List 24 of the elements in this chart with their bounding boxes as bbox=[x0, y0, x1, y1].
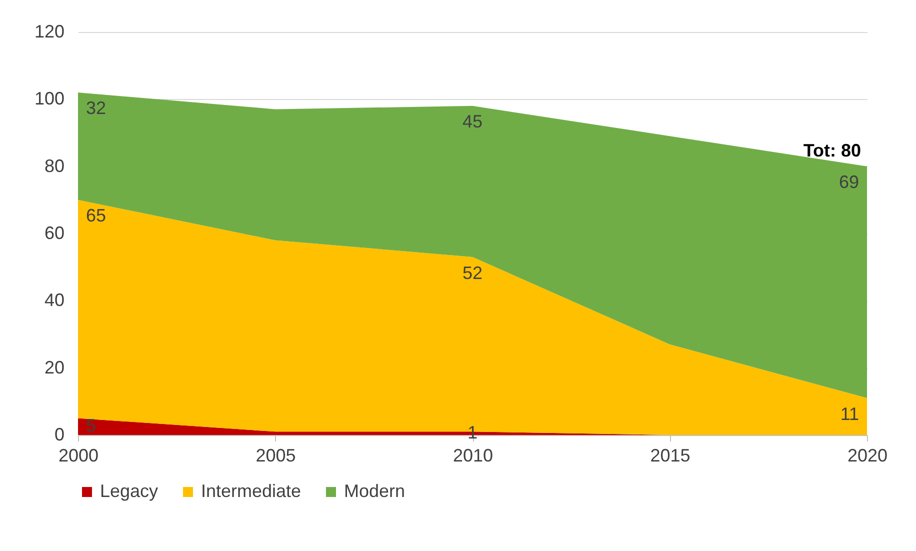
y-tick-label: 60 bbox=[44, 223, 64, 243]
y-tick-label: 40 bbox=[44, 290, 64, 310]
y-tick-label: 80 bbox=[44, 156, 64, 176]
annotation: Tot: 80 bbox=[803, 140, 861, 160]
data-label: 52 bbox=[462, 262, 483, 283]
x-tick-label: 2020 bbox=[847, 446, 888, 466]
legend-label: Legacy bbox=[100, 481, 158, 501]
y-tick-label: 0 bbox=[54, 424, 64, 444]
x-tick-label: 2005 bbox=[256, 446, 296, 466]
data-label: 1 bbox=[467, 422, 478, 442]
legend-label: Modern bbox=[344, 481, 406, 501]
legend-label: Intermediate bbox=[201, 481, 302, 501]
data-label: 32 bbox=[86, 98, 106, 118]
data-label: 65 bbox=[86, 206, 106, 226]
x-tick-label: 2015 bbox=[650, 446, 690, 466]
data-label: 69 bbox=[838, 172, 859, 192]
data-label: 11 bbox=[840, 404, 859, 424]
y-tick-label: 20 bbox=[44, 357, 64, 378]
data-label: 5 bbox=[86, 416, 96, 436]
x-tick-label: 2000 bbox=[58, 446, 99, 466]
data-label: 45 bbox=[462, 112, 483, 132]
y-tick-label: 120 bbox=[34, 22, 64, 42]
x-tick-label: 2010 bbox=[452, 446, 494, 466]
y-tick-label: 100 bbox=[34, 88, 64, 109]
